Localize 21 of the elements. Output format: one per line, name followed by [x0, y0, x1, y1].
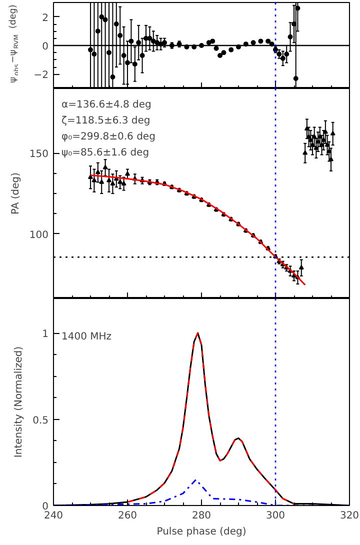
y-tick-label: 2: [42, 12, 49, 24]
annotation: 1400 MHz: [62, 332, 112, 342]
annotation: α=136.6±4.8 deg: [62, 100, 152, 110]
x-axis-title: Pulse phase (deg): [156, 526, 246, 538]
x-tick-label: 300: [266, 510, 286, 522]
y-tick-label: 100: [29, 230, 49, 241]
y-tick-label: −2: [34, 70, 49, 82]
y-tick-label: 0.5: [32, 415, 49, 426]
y-tick-label: 0: [42, 42, 49, 52]
y-axis-title: PA (deg): [10, 172, 22, 215]
annotation: ζ=118.5±6.3 deg: [62, 116, 150, 126]
x-tick-label: 280: [192, 510, 212, 522]
x-tick-label: 320: [340, 510, 360, 522]
y-tick-label: 0: [42, 502, 49, 512]
x-tick-label: 260: [118, 510, 138, 522]
annotation: φ₀=299.8±0.6 deg: [62, 132, 156, 142]
y-tick-label: 1: [42, 329, 49, 340]
y-axis-title: Intensity (Normalized): [14, 346, 25, 458]
x-tick-label: 240: [44, 510, 64, 522]
y-tick-label: 150: [29, 149, 49, 160]
annotation: ψ₀=85.6±1.6 deg: [62, 148, 150, 158]
